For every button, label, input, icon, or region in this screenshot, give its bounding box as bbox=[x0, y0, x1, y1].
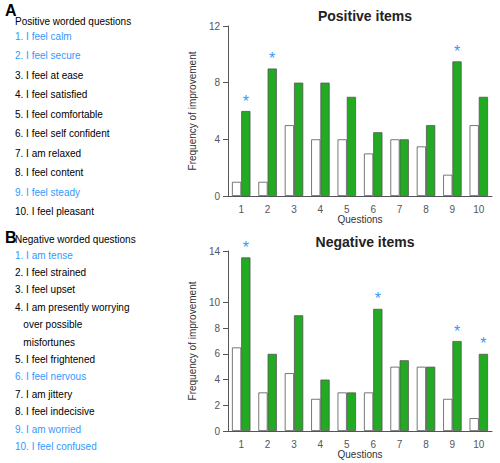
svg-text:Negative items: Negative items bbox=[316, 234, 415, 250]
svg-text:6. I feel nervous: 6. I feel nervous bbox=[15, 371, 86, 382]
svg-text:2: 2 bbox=[265, 204, 271, 215]
svg-text:1. I feel calm: 1. I feel calm bbox=[15, 31, 72, 42]
svg-text:10: 10 bbox=[473, 439, 485, 450]
svg-text:4. I am presently worrying: 4. I am presently worrying bbox=[15, 302, 130, 313]
svg-text:5. I feel comfortable: 5. I feel comfortable bbox=[15, 109, 103, 120]
svg-text:10. I feel confused: 10. I feel confused bbox=[15, 441, 97, 452]
svg-text:7. I am relaxed: 7. I am relaxed bbox=[15, 148, 81, 159]
svg-text:6: 6 bbox=[214, 348, 220, 359]
svg-text:Frequency of improvement: Frequency of improvement bbox=[187, 51, 198, 170]
svg-text:7. I am jittery: 7. I am jittery bbox=[15, 389, 72, 400]
svg-text:6: 6 bbox=[370, 439, 376, 450]
svg-text:Positive worded questions: Positive worded questions bbox=[15, 16, 131, 27]
svg-text:9. I am worried: 9. I am worried bbox=[15, 424, 81, 435]
svg-text:A: A bbox=[5, 1, 17, 19]
svg-text:8: 8 bbox=[423, 439, 429, 450]
svg-text:*: * bbox=[243, 93, 249, 110]
svg-text:Negative worded questions: Negative worded questions bbox=[15, 234, 136, 245]
svg-text:1: 1 bbox=[238, 439, 244, 450]
svg-text:misfortunes: misfortunes bbox=[15, 337, 75, 348]
svg-text:Questions: Questions bbox=[337, 214, 382, 225]
svg-text:9: 9 bbox=[450, 439, 456, 450]
svg-text:4: 4 bbox=[318, 204, 324, 215]
svg-text:14: 14 bbox=[209, 246, 221, 257]
svg-text:12: 12 bbox=[209, 21, 221, 32]
svg-text:4: 4 bbox=[318, 439, 324, 450]
svg-text:over possible: over possible bbox=[15, 319, 83, 330]
svg-text:4: 4 bbox=[214, 374, 220, 385]
svg-text:*: * bbox=[454, 43, 460, 60]
svg-text:9: 9 bbox=[450, 204, 456, 215]
svg-text:Positive items: Positive items bbox=[318, 8, 412, 24]
svg-text:*: * bbox=[480, 335, 486, 352]
svg-text:*: * bbox=[243, 239, 249, 256]
svg-text:10. I feel pleasant: 10. I feel pleasant bbox=[15, 206, 94, 217]
svg-text:9. I feel steady: 9. I feel steady bbox=[15, 187, 80, 198]
svg-text:2. I feel secure: 2. I feel secure bbox=[15, 50, 81, 61]
svg-text:1: 1 bbox=[238, 204, 244, 215]
svg-text:2: 2 bbox=[265, 439, 271, 450]
svg-text:6: 6 bbox=[370, 204, 376, 215]
svg-text:0: 0 bbox=[214, 191, 220, 202]
svg-text:7: 7 bbox=[397, 204, 403, 215]
svg-text:3: 3 bbox=[291, 204, 297, 215]
svg-text:8. I feel content: 8. I feel content bbox=[15, 167, 84, 178]
svg-text:5. I feel frightened: 5. I feel frightened bbox=[15, 354, 95, 365]
svg-text:Questions: Questions bbox=[337, 449, 382, 460]
svg-text:2. I feel strained: 2. I feel strained bbox=[15, 267, 86, 278]
svg-text:4. I feel satisfied: 4. I feel satisfied bbox=[15, 89, 87, 100]
svg-text:2: 2 bbox=[214, 400, 220, 411]
svg-text:8. I feel indecisive: 8. I feel indecisive bbox=[15, 406, 95, 417]
svg-text:3: 3 bbox=[291, 439, 297, 450]
svg-text:3. I feel upset: 3. I feel upset bbox=[15, 284, 75, 295]
svg-text:6. I feel self confident: 6. I feel self confident bbox=[15, 128, 110, 139]
svg-text:8: 8 bbox=[214, 77, 220, 88]
svg-text:0: 0 bbox=[214, 426, 220, 437]
svg-text:Frequency of improvement: Frequency of improvement bbox=[187, 281, 198, 400]
svg-text:5: 5 bbox=[344, 439, 350, 450]
svg-text:5: 5 bbox=[344, 204, 350, 215]
svg-text:3. I feel at ease: 3. I feel at ease bbox=[15, 70, 84, 81]
svg-text:*: * bbox=[269, 50, 275, 67]
svg-text:8: 8 bbox=[214, 323, 220, 334]
svg-text:1. I am tense: 1. I am tense bbox=[15, 250, 73, 261]
svg-text:B: B bbox=[5, 228, 17, 246]
svg-text:10: 10 bbox=[473, 204, 485, 215]
svg-text:8: 8 bbox=[423, 204, 429, 215]
svg-text:10: 10 bbox=[209, 297, 221, 308]
svg-text:*: * bbox=[375, 290, 381, 307]
svg-text:*: * bbox=[454, 323, 460, 340]
svg-text:4: 4 bbox=[214, 134, 220, 145]
svg-text:7: 7 bbox=[397, 439, 403, 450]
